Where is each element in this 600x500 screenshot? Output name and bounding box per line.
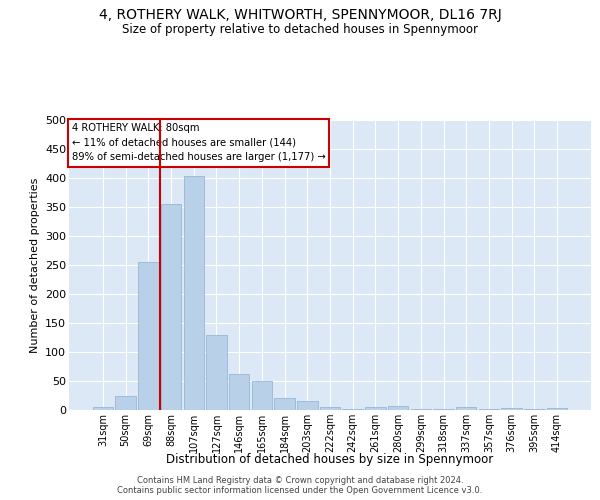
Y-axis label: Number of detached properties: Number of detached properties [29, 178, 40, 352]
Bar [479, 409, 499, 410]
Text: 4, ROTHERY WALK, WHITWORTH, SPENNYMOOR, DL16 7RJ: 4, ROTHERY WALK, WHITWORTH, SPENNYMOOR, … [98, 8, 502, 22]
Bar [456, 407, 476, 410]
Text: Size of property relative to detached houses in Spennymoor: Size of property relative to detached ho… [122, 22, 478, 36]
Bar [115, 396, 136, 410]
Bar [502, 408, 522, 410]
Bar [547, 408, 567, 410]
Bar [297, 402, 317, 410]
Text: 4 ROTHERY WALK: 80sqm
← 11% of detached houses are smaller (144)
89% of semi-det: 4 ROTHERY WALK: 80sqm ← 11% of detached … [71, 123, 325, 162]
Bar [433, 409, 454, 410]
Bar [93, 407, 113, 410]
Bar [320, 407, 340, 410]
Text: Distribution of detached houses by size in Spennymoor: Distribution of detached houses by size … [166, 452, 494, 466]
Bar [184, 176, 204, 410]
Bar [274, 398, 295, 410]
Bar [365, 407, 386, 410]
Bar [206, 334, 227, 410]
Bar [410, 409, 431, 410]
Bar [229, 374, 250, 410]
Bar [388, 406, 409, 410]
Bar [138, 262, 158, 410]
Bar [251, 381, 272, 410]
Text: Contains HM Land Registry data © Crown copyright and database right 2024.: Contains HM Land Registry data © Crown c… [137, 476, 463, 485]
Bar [161, 204, 181, 410]
Bar [343, 409, 363, 410]
Text: Contains public sector information licensed under the Open Government Licence v3: Contains public sector information licen… [118, 486, 482, 495]
